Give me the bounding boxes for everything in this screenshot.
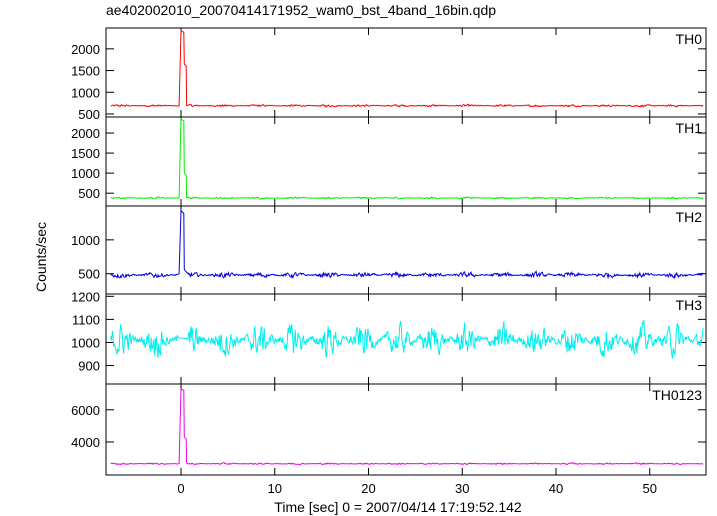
y-tick-label: 4000	[71, 435, 100, 450]
y-tick-label: 1100	[72, 312, 100, 327]
panel-frame	[105, 205, 707, 295]
y-tick-label: 1500	[71, 64, 100, 79]
x-tick-label: 50	[643, 481, 657, 496]
y-tick-label: 500	[78, 267, 100, 282]
y-tick-label: 500	[78, 186, 100, 201]
y-tick-label: 1200	[71, 289, 100, 304]
panel-frame	[105, 116, 707, 207]
panel-th3: 900 1000 1100 1200 TH3	[71, 289, 707, 385]
panel-th1: 500 1000 1500 2000 TH1	[71, 116, 707, 207]
y-tick-label: 2000	[71, 42, 100, 57]
series-th2	[110, 209, 704, 280]
panel-th0: 500 1000 1500 2000 TH0	[71, 27, 707, 122]
panel-label: TH0	[676, 31, 703, 47]
series-th0	[110, 29, 704, 108]
series-th3	[110, 319, 704, 360]
x-tick-label: 30	[455, 481, 469, 496]
panel-label: TH0123	[652, 387, 702, 403]
y-tick-label: 1000	[71, 166, 100, 181]
y-tick-label: 1500	[71, 146, 100, 161]
series-th1	[110, 118, 704, 200]
panel-th0123: 4000 6000 TH0123	[71, 383, 707, 476]
y-tick-label: 500	[78, 107, 100, 122]
panel-label: TH1	[676, 120, 703, 136]
y-axis-label: Counts/sec	[33, 222, 49, 292]
series-th0123	[110, 387, 704, 466]
chart-title: ae402002010_20070414171952_wam0_bst_4ban…	[106, 2, 496, 18]
panel-label: TH2	[676, 209, 703, 225]
y-tick-label: 6000	[71, 403, 100, 418]
x-tick-label: 10	[268, 481, 282, 496]
y-tick-label: 900	[78, 359, 100, 374]
panel-label: TH3	[676, 297, 703, 313]
x-axis-label: Time [sec] 0 = 2007/04/14 17:19:52.142	[274, 499, 522, 515]
x-tick-label: 20	[361, 481, 375, 496]
y-tick-label: 1000	[71, 85, 100, 100]
y-tick-label: 2000	[71, 126, 100, 141]
panel-frame	[105, 383, 707, 476]
panel-th2: 500 1000 TH2	[71, 205, 707, 295]
panel-frame	[105, 27, 707, 118]
y-tick-label: 1000	[71, 233, 100, 248]
x-tick-label: 0	[177, 481, 184, 496]
x-tick-label: 40	[549, 481, 563, 496]
y-tick-label: 1000	[71, 335, 100, 350]
